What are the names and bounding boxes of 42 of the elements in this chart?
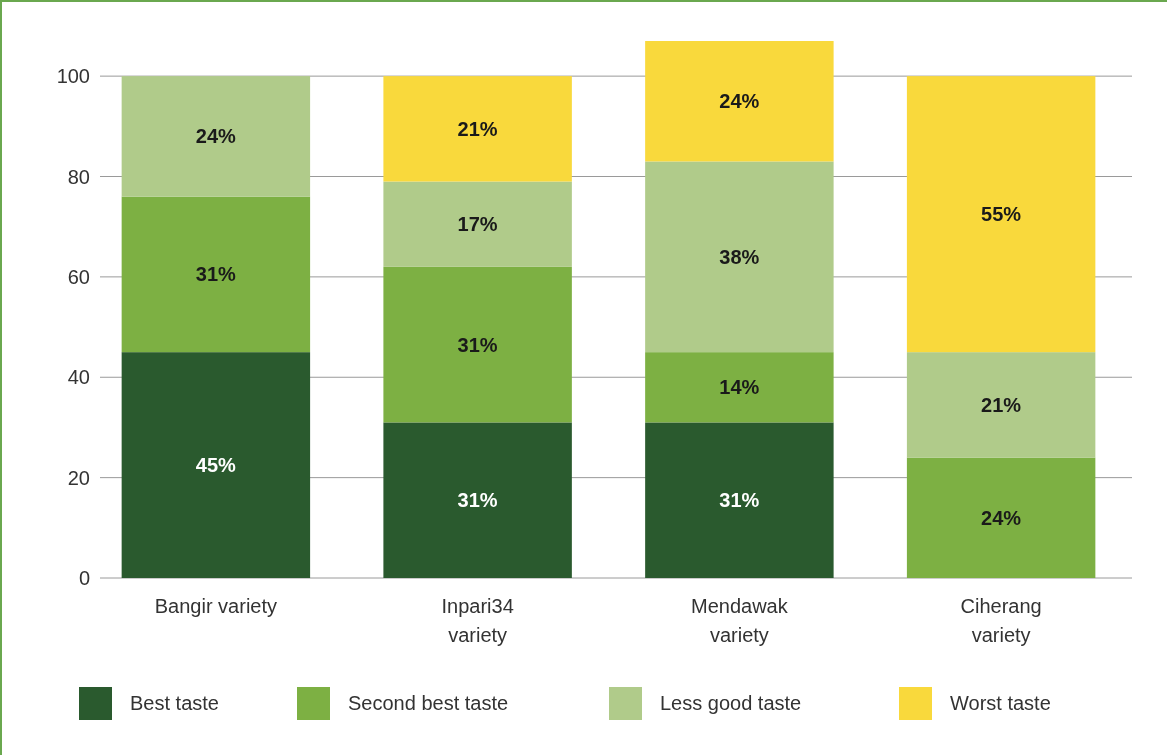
bar bbox=[645, 41, 834, 162]
data-label: 31% bbox=[457, 489, 498, 512]
data-label: 21% bbox=[457, 117, 498, 140]
data-label: 55% bbox=[981, 203, 1022, 226]
legend-label: Best taste bbox=[130, 692, 219, 714]
y-tick-label: 20 bbox=[67, 466, 90, 489]
data-label: 24% bbox=[981, 506, 1022, 529]
bar bbox=[121, 76, 311, 197]
data-label: 45% bbox=[195, 454, 237, 477]
y-tick-label: 60 bbox=[67, 265, 90, 288]
bar bbox=[121, 352, 311, 578]
y-tick-label: 40 bbox=[67, 366, 90, 389]
legend-label: Less good taste bbox=[660, 692, 802, 714]
bar bbox=[645, 352, 834, 423]
legend-label: Worst taste bbox=[950, 692, 1051, 714]
data-label: 38% bbox=[719, 245, 760, 268]
bar bbox=[383, 76, 572, 182]
data-label: 14% bbox=[719, 376, 760, 399]
y-tick-label: 80 bbox=[67, 165, 90, 188]
bar bbox=[906, 457, 1096, 578]
x-tick-label: Mendawak variety bbox=[691, 595, 789, 646]
data-label: 24% bbox=[195, 125, 237, 148]
data-label: 24% bbox=[719, 90, 760, 113]
bar bbox=[645, 422, 834, 578]
x-tick-label: Inpari34 variety bbox=[441, 595, 514, 646]
y-tick-label: 0 bbox=[78, 567, 90, 589]
data-label: 17% bbox=[457, 213, 498, 236]
bar bbox=[383, 181, 572, 267]
x-tick-label: Ciherang variety bbox=[960, 595, 1042, 646]
x-tick-label: Bangir variety bbox=[154, 595, 278, 617]
bar bbox=[645, 161, 834, 353]
legend-label: Second best taste bbox=[348, 692, 509, 714]
data-label: 31% bbox=[719, 489, 760, 512]
bar bbox=[906, 76, 1096, 353]
bar bbox=[383, 266, 572, 423]
bar bbox=[906, 352, 1096, 458]
y-tick-label: 100 bbox=[56, 65, 90, 88]
data-label: 21% bbox=[981, 393, 1022, 416]
bar bbox=[121, 196, 311, 353]
bar bbox=[383, 422, 572, 578]
data-label: 31% bbox=[457, 333, 498, 356]
data-label: 31% bbox=[195, 263, 237, 286]
